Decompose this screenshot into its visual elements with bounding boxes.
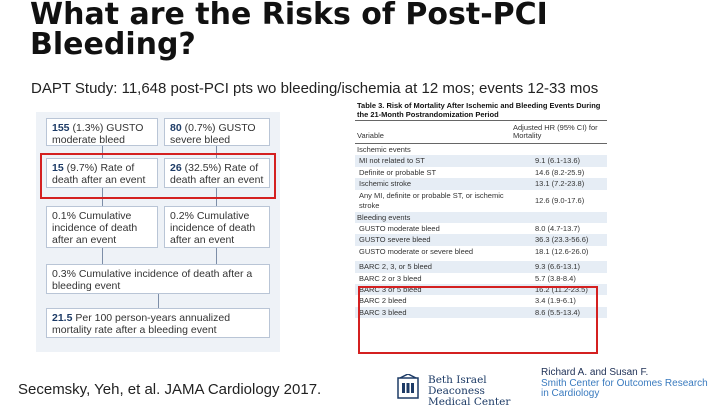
flow-box-cumulative-severe: 0.2% Cumulative incidence of death after… bbox=[164, 206, 270, 248]
table-row: GUSTO moderate or severe bleed 18.1 (12.6… bbox=[359, 246, 589, 256]
table-row: BARC 3 or 5 bleed 16.2 (11.2-23.5) bbox=[355, 283, 607, 296]
highlight-box-barc-rows bbox=[358, 286, 598, 354]
table-header: Variable Adjusted HR (95% CI) for Mortal… bbox=[355, 121, 607, 144]
slide-subtitle: DAPT Study: 11,648 post-PCI pts wo bleed… bbox=[31, 80, 599, 97]
citation: Secemsky, Yeh, et al. JAMA Cardiology 20… bbox=[18, 381, 322, 398]
flow-box-cumulative-total: 0.3% Cumulative incidence of death after… bbox=[46, 264, 270, 294]
table-row: BARC 2 bleed 3.4 (1.9-6.1) bbox=[359, 296, 576, 306]
table-row: BARC 2 or 3 bleed 5.7 (3.8-8.4) bbox=[359, 273, 576, 283]
table-row: GUSTO severe bleed 36.3 (23.3-56.6) bbox=[355, 234, 607, 246]
bidmc-emblem-icon bbox=[397, 374, 419, 399]
flow-box-cumulative-moderate: 0.1% Cumulative incidence of death after… bbox=[46, 206, 158, 248]
flow-arrow bbox=[216, 248, 217, 264]
bidmc-name-line1: Beth Israel Deaconess bbox=[428, 374, 487, 397]
flow-box-death-moderate: 15 (9.7%) Rate of death after an event bbox=[46, 158, 158, 188]
table-header-variable: Variable bbox=[357, 131, 384, 140]
table-section-label: Ischemic events bbox=[357, 145, 411, 154]
slide-title: What are the Risks of Post-PCI Bleeding? bbox=[30, 0, 548, 62]
bidmc-logo: Beth Israel Deaconess Medical Center bbox=[396, 372, 520, 408]
table-row: GUSTO moderate bleed 8.0 (4.7-13.7) bbox=[359, 223, 581, 233]
table-title: Table 3. Risk of Mortality After Ischemi… bbox=[355, 100, 607, 121]
table-row: Definite or probable ST 14.6 (8.2-25.9) bbox=[359, 167, 585, 177]
smith-line2: Smith Center for Outcomes Research bbox=[541, 377, 708, 389]
table-row: Ischemic stroke 13.1 (7.2-23.8) bbox=[355, 178, 607, 190]
smith-line3: in Cardiology bbox=[541, 388, 600, 399]
highlight-box-death-rates bbox=[40, 153, 276, 199]
bidmc-name-line2: Medical Center bbox=[428, 396, 511, 408]
flow-arrow bbox=[102, 146, 103, 158]
flow-box-gusto-severe: 80 (0.7%) GUSTO severe bleed bbox=[164, 118, 270, 146]
table-section-label: Bleeding events bbox=[355, 211, 607, 223]
flow-arrow bbox=[102, 248, 103, 264]
table-row: BARC 3 bleed 8.6 (5.5-13.4) bbox=[355, 306, 607, 319]
mortality-table: Table 3. Risk of Mortality After Ischemi… bbox=[355, 100, 607, 354]
bleeding-flowchart: 155 (1.3%) GUSTO moderate bleed 80 (0.7%… bbox=[36, 112, 280, 352]
table-header-hr: Adjusted HR (95% CI) for Mortality bbox=[513, 123, 598, 140]
flow-box-death-severe: 26 (32.5%) Rate of death after an event bbox=[164, 158, 270, 188]
smith-line1: Richard A. and Susan F. bbox=[541, 367, 649, 378]
flow-box-gusto-moderate: 155 (1.3%) GUSTO moderate bleed bbox=[46, 118, 158, 146]
table-row: Any MI, definite or probable ST, or isch… bbox=[359, 190, 585, 210]
table-row: MI not related to ST 9.1 (6.1-13.6) bbox=[355, 155, 607, 167]
flow-arrow bbox=[158, 294, 159, 308]
flow-box-annualized-mortality: 21.5 Per 100 person-years annualized mor… bbox=[46, 308, 270, 338]
smith-center-logo: Richard A. and Susan F. Smith Center for… bbox=[541, 367, 708, 400]
table-row: BARC 2, 3, or 5 bleed 9.3 (6.6-13.1) bbox=[355, 261, 607, 273]
flow-arrow bbox=[216, 146, 217, 158]
